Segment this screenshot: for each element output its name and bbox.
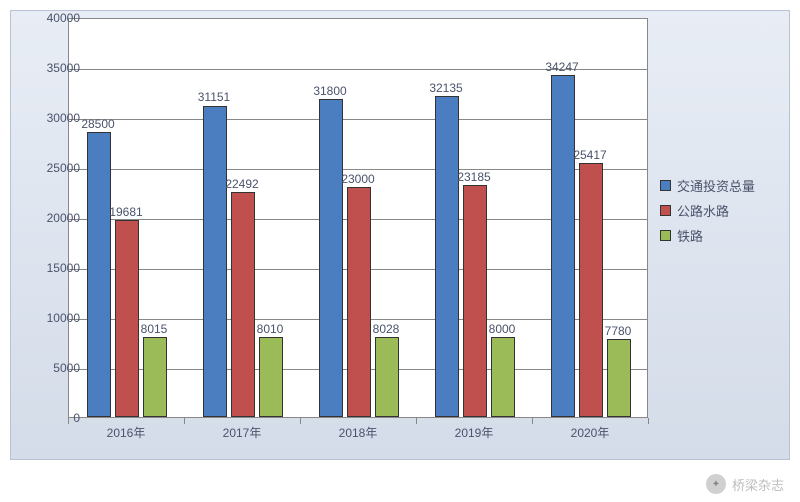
watermark-text: 桥梁杂志 xyxy=(732,475,784,494)
legend-swatch xyxy=(660,230,671,241)
bar xyxy=(87,132,111,417)
plot-area xyxy=(68,18,648,418)
legend-item: 公路水路 xyxy=(660,201,780,220)
x-tick-mark xyxy=(648,418,649,424)
bar xyxy=(115,220,139,417)
x-tick-label: 2018年 xyxy=(300,424,416,441)
bar xyxy=(319,99,343,417)
bar-value-label: 31800 xyxy=(306,84,354,98)
watermark: ✦ 桥梁杂志 xyxy=(706,474,784,494)
bar xyxy=(491,337,515,417)
x-tick-label: 2017年 xyxy=(184,424,300,441)
y-tick-label: 10000 xyxy=(24,311,80,325)
bar-value-label: 32135 xyxy=(422,81,470,95)
bar xyxy=(231,192,255,417)
legend-swatch xyxy=(660,205,671,216)
bar-value-label: 31151 xyxy=(190,90,238,104)
bar-value-label: 8010 xyxy=(246,322,294,336)
bar xyxy=(579,163,603,417)
legend-label: 公路水路 xyxy=(677,201,729,220)
legend-label: 铁路 xyxy=(677,226,703,245)
bar-value-label: 25417 xyxy=(566,148,614,162)
y-tick-label: 30000 xyxy=(24,111,80,125)
legend-item: 铁路 xyxy=(660,226,780,245)
y-tick-label: 25000 xyxy=(24,161,80,175)
bar-value-label: 7780 xyxy=(594,324,642,338)
y-tick-label: 20000 xyxy=(24,211,80,225)
y-tick-label: 15000 xyxy=(24,261,80,275)
legend-label: 交通投资总量 xyxy=(677,176,755,195)
legend-item: 交通投资总量 xyxy=(660,176,780,195)
x-tick-label: 2020年 xyxy=(532,424,648,441)
watermark-icon: ✦ xyxy=(706,474,726,494)
bar xyxy=(375,337,399,417)
y-tick-label: 35000 xyxy=(24,61,80,75)
bar xyxy=(607,339,631,417)
x-tick-label: 2019年 xyxy=(416,424,532,441)
bar xyxy=(347,187,371,417)
x-tick-label: 2016年 xyxy=(68,424,184,441)
bar xyxy=(463,185,487,417)
bar xyxy=(551,75,575,417)
y-tick-label: 40000 xyxy=(24,11,80,25)
bar xyxy=(435,96,459,417)
y-tick-label: 5000 xyxy=(24,361,80,375)
bar-value-label: 22492 xyxy=(218,177,266,191)
bar xyxy=(143,337,167,417)
bar-value-label: 19681 xyxy=(102,205,150,219)
bar xyxy=(203,106,227,418)
bar-value-label: 23185 xyxy=(450,170,498,184)
bar-value-label: 34247 xyxy=(538,60,586,74)
bar-value-label: 28500 xyxy=(74,117,122,131)
bar xyxy=(259,337,283,417)
x-tick-mark xyxy=(68,418,69,424)
bar-value-label: 23000 xyxy=(334,172,382,186)
legend: 交通投资总量公路水路铁路 xyxy=(660,170,780,251)
y-tick-label: 0 xyxy=(24,411,80,425)
bar-value-label: 8028 xyxy=(362,322,410,336)
bar-value-label: 8015 xyxy=(130,322,178,336)
bar-value-label: 8000 xyxy=(478,322,526,336)
legend-swatch xyxy=(660,180,671,191)
